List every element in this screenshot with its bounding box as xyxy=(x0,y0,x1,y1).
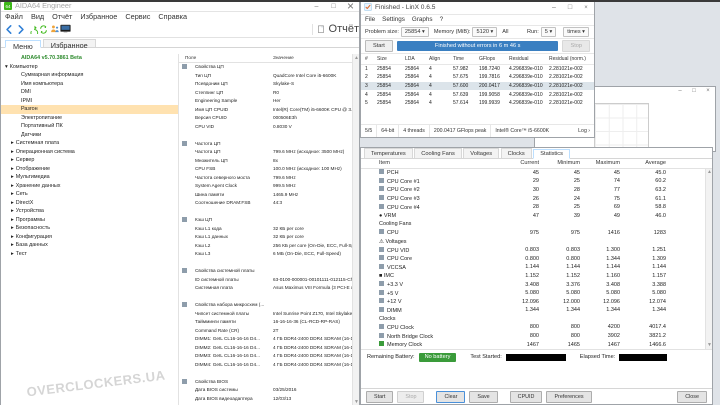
svg-text:64: 64 xyxy=(5,4,11,9)
